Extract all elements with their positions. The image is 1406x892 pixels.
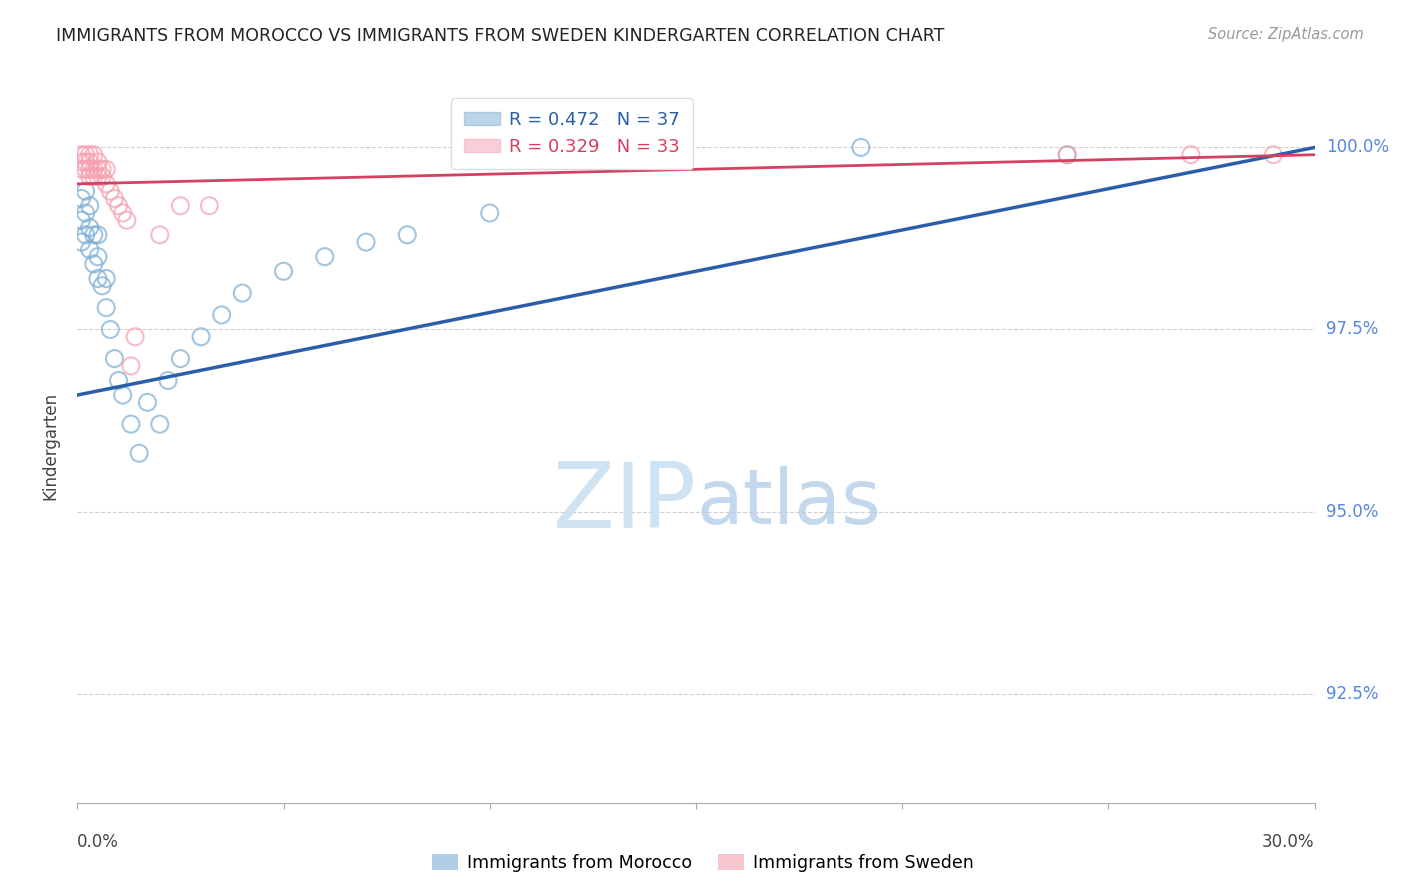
- Point: [91, 162, 114, 177]
- Point: [231, 286, 253, 301]
- Point: [120, 417, 142, 432]
- Text: 30.0%: 30.0%: [1263, 833, 1315, 851]
- Point: [87, 169, 110, 184]
- Point: [396, 227, 419, 242]
- Text: 95.0%: 95.0%: [1326, 502, 1378, 521]
- Point: [96, 271, 118, 285]
- Point: [849, 140, 872, 154]
- Point: [149, 417, 172, 432]
- Point: [96, 301, 118, 315]
- Point: [354, 235, 377, 249]
- Point: [136, 395, 159, 409]
- Point: [273, 264, 295, 278]
- Point: [1056, 147, 1078, 161]
- Point: [98, 322, 121, 336]
- Point: [111, 206, 134, 220]
- Point: [91, 278, 114, 293]
- Text: Source: ZipAtlas.com: Source: ZipAtlas.com: [1208, 27, 1364, 42]
- Point: [79, 155, 101, 169]
- Point: [83, 227, 105, 242]
- Text: IMMIGRANTS FROM MOROCCO VS IMMIGRANTS FROM SWEDEN KINDERGARTEN CORRELATION CHART: IMMIGRANTS FROM MOROCCO VS IMMIGRANTS FR…: [56, 27, 945, 45]
- Point: [107, 199, 129, 213]
- Point: [211, 308, 233, 322]
- Point: [98, 184, 121, 198]
- Point: [1180, 147, 1202, 161]
- Point: [75, 155, 97, 169]
- Point: [87, 271, 110, 285]
- Point: [157, 374, 180, 388]
- Point: [96, 177, 118, 191]
- Point: [1263, 147, 1285, 161]
- Legend: R = 0.472   N = 37, R = 0.329   N = 33: R = 0.472 N = 37, R = 0.329 N = 33: [451, 98, 693, 169]
- Point: [70, 191, 93, 205]
- Point: [70, 162, 93, 177]
- Text: 0.0%: 0.0%: [77, 833, 120, 851]
- Point: [70, 155, 93, 169]
- Text: ZIP: ZIP: [553, 459, 696, 547]
- Text: 97.5%: 97.5%: [1326, 320, 1378, 338]
- Point: [79, 169, 101, 184]
- Point: [87, 155, 110, 169]
- Point: [314, 250, 336, 264]
- Point: [79, 220, 101, 235]
- Point: [75, 206, 97, 220]
- Point: [83, 169, 105, 184]
- Point: [87, 250, 110, 264]
- Point: [87, 227, 110, 242]
- Point: [79, 147, 101, 161]
- Point: [79, 199, 101, 213]
- Point: [70, 147, 93, 161]
- Point: [75, 147, 97, 161]
- Point: [198, 199, 221, 213]
- Y-axis label: Kindergarten: Kindergarten: [41, 392, 59, 500]
- Text: atlas: atlas: [696, 467, 880, 540]
- Point: [87, 162, 110, 177]
- Point: [103, 191, 125, 205]
- Point: [96, 162, 118, 177]
- Point: [75, 227, 97, 242]
- Point: [91, 169, 114, 184]
- Point: [75, 162, 97, 177]
- Point: [79, 243, 101, 257]
- Point: [83, 257, 105, 271]
- Point: [478, 206, 501, 220]
- Point: [120, 359, 142, 373]
- Point: [169, 199, 191, 213]
- Point: [190, 330, 212, 344]
- Point: [107, 374, 129, 388]
- Point: [128, 446, 150, 460]
- Point: [115, 213, 138, 227]
- Point: [83, 147, 105, 161]
- Point: [149, 227, 172, 242]
- Legend: Immigrants from Morocco, Immigrants from Sweden: Immigrants from Morocco, Immigrants from…: [426, 847, 980, 879]
- Point: [111, 388, 134, 402]
- Text: 92.5%: 92.5%: [1326, 684, 1378, 703]
- Point: [79, 162, 101, 177]
- Point: [70, 213, 93, 227]
- Point: [1056, 147, 1078, 161]
- Point: [124, 330, 146, 344]
- Point: [103, 351, 125, 366]
- Point: [75, 184, 97, 198]
- Point: [83, 162, 105, 177]
- Point: [70, 235, 93, 249]
- Text: 100.0%: 100.0%: [1326, 138, 1389, 156]
- Point: [169, 351, 191, 366]
